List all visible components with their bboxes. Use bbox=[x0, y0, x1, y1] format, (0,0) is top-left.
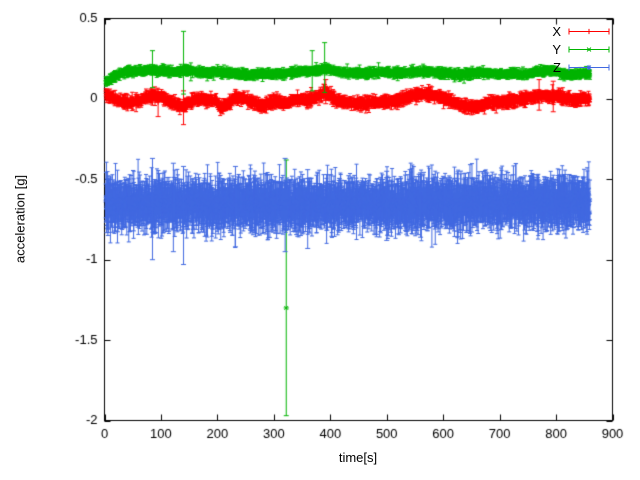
legend-label: X bbox=[552, 23, 561, 39]
legend-sample-z bbox=[568, 64, 610, 70]
legend-sample-y bbox=[568, 46, 610, 52]
legend-label: Z bbox=[553, 59, 561, 75]
x-axis-title: time[s] bbox=[338, 450, 378, 465]
legend-label: Y bbox=[552, 41, 561, 57]
legend-entry: Y bbox=[552, 40, 610, 58]
y-axis-title: acceleration [g] bbox=[12, 174, 28, 264]
legend-entry: Z bbox=[552, 58, 610, 76]
legend-sample-x bbox=[568, 28, 610, 34]
legend-entry: X bbox=[552, 22, 610, 40]
